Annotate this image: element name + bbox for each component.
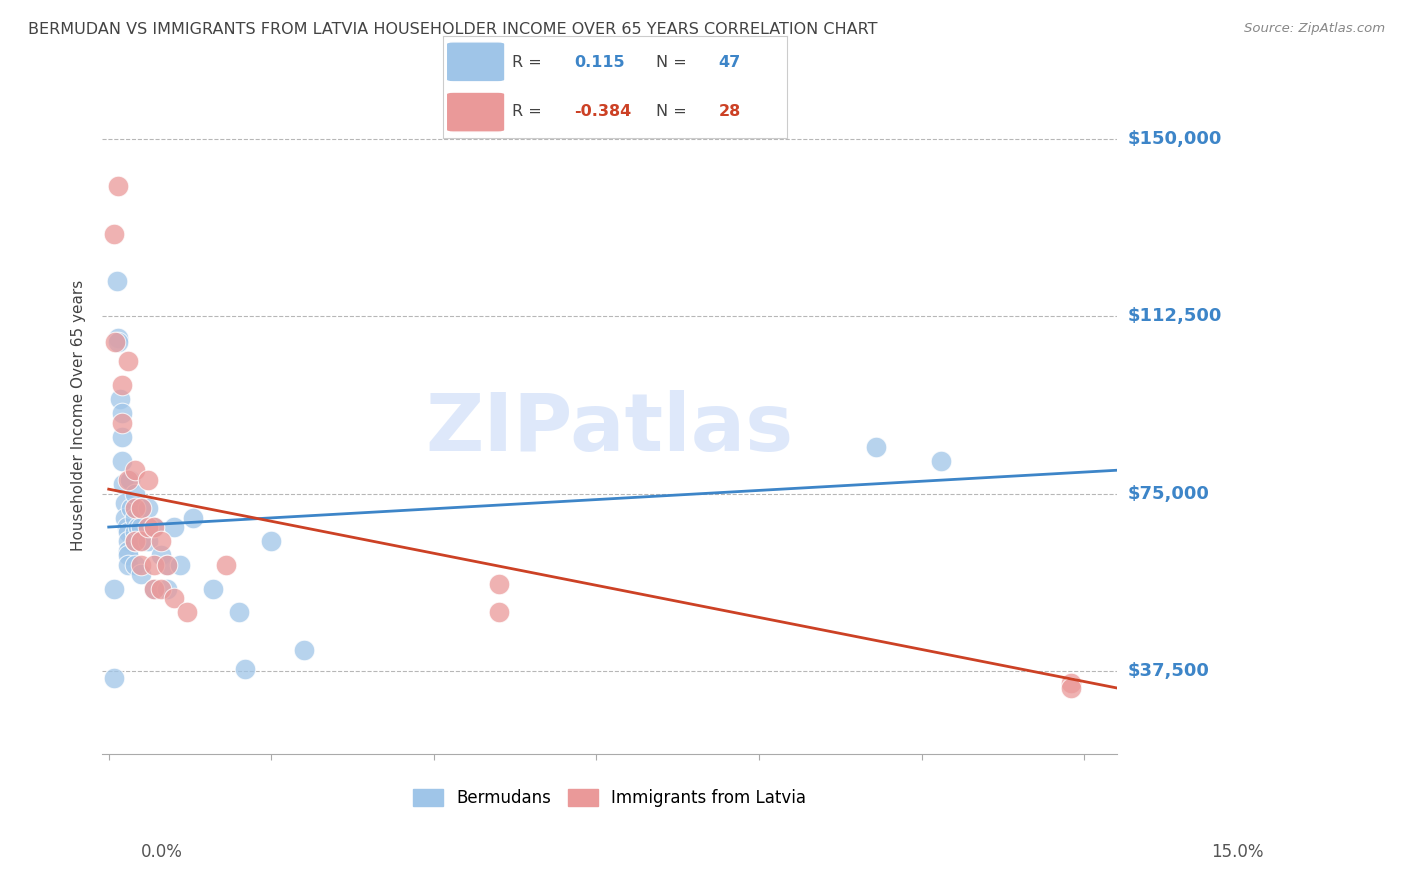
Point: [163, 520, 186, 534]
Point: [1060, 681, 1083, 695]
Point: [117, 354, 139, 368]
Point: [163, 591, 186, 605]
Point: [115, 520, 138, 534]
Text: $150,000: $150,000: [1128, 130, 1222, 148]
Point: [169, 558, 191, 572]
Point: [129, 567, 152, 582]
Text: -0.384: -0.384: [574, 104, 631, 120]
Point: [103, 582, 125, 596]
Point: [117, 543, 139, 558]
Point: [104, 335, 127, 350]
Point: [127, 520, 149, 534]
Point: [201, 582, 224, 596]
Text: 0.115: 0.115: [574, 54, 624, 70]
Point: [124, 524, 146, 539]
Point: [107, 179, 129, 194]
Point: [124, 487, 146, 501]
Text: 15.0%: 15.0%: [1211, 843, 1264, 861]
Point: [136, 501, 159, 516]
Text: $75,000: $75,000: [1128, 485, 1209, 503]
Point: [1060, 676, 1083, 690]
Point: [149, 582, 172, 596]
Text: R =: R =: [512, 54, 541, 70]
Point: [124, 534, 146, 549]
Point: [111, 477, 134, 491]
Point: [176, 605, 198, 619]
Point: [136, 534, 159, 549]
Point: [181, 510, 204, 524]
Point: [121, 501, 143, 516]
Text: ZIPatlas: ZIPatlas: [426, 391, 793, 468]
Legend: Bermudans, Immigrants from Latvia: Bermudans, Immigrants from Latvia: [406, 782, 813, 814]
Point: [110, 392, 132, 407]
Point: [233, 662, 256, 676]
Point: [103, 227, 125, 241]
Point: [488, 577, 510, 591]
Point: [117, 558, 139, 572]
Point: [143, 520, 166, 534]
Text: Source: ZipAtlas.com: Source: ZipAtlas.com: [1244, 22, 1385, 36]
Text: N =: N =: [657, 104, 688, 120]
FancyBboxPatch shape: [446, 92, 505, 132]
Point: [114, 510, 136, 524]
Point: [118, 473, 141, 487]
Point: [156, 558, 179, 572]
Point: [124, 501, 146, 516]
Point: [129, 534, 152, 549]
Point: [124, 463, 146, 477]
Point: [228, 605, 250, 619]
Point: [865, 440, 887, 454]
Point: [292, 643, 315, 657]
Point: [143, 582, 166, 596]
Text: R =: R =: [512, 104, 541, 120]
Point: [929, 454, 952, 468]
Text: 47: 47: [718, 54, 741, 70]
Point: [143, 582, 166, 596]
Point: [103, 672, 125, 686]
Point: [129, 501, 152, 516]
Point: [111, 430, 134, 444]
Text: 28: 28: [718, 104, 741, 120]
Text: $112,500: $112,500: [1128, 308, 1222, 326]
Point: [124, 558, 146, 572]
Point: [117, 473, 139, 487]
Point: [114, 496, 136, 510]
Point: [117, 524, 139, 539]
Text: N =: N =: [657, 54, 688, 70]
Point: [124, 510, 146, 524]
Point: [111, 454, 134, 468]
Point: [215, 558, 238, 572]
Point: [136, 473, 159, 487]
Point: [124, 534, 146, 549]
Point: [107, 335, 129, 350]
Point: [129, 501, 152, 516]
Text: $37,500: $37,500: [1128, 663, 1209, 681]
Point: [149, 549, 172, 563]
Point: [260, 534, 283, 549]
Point: [156, 582, 179, 596]
Point: [111, 416, 134, 430]
Text: BERMUDAN VS IMMIGRANTS FROM LATVIA HOUSEHOLDER INCOME OVER 65 YEARS CORRELATION : BERMUDAN VS IMMIGRANTS FROM LATVIA HOUSE…: [28, 22, 877, 37]
Point: [136, 520, 159, 534]
Point: [129, 534, 152, 549]
Point: [488, 605, 510, 619]
Point: [117, 534, 139, 549]
Point: [129, 558, 152, 572]
Point: [129, 520, 152, 534]
Y-axis label: Householder Income Over 65 years: Householder Income Over 65 years: [72, 280, 86, 551]
Point: [111, 378, 134, 392]
Point: [149, 534, 172, 549]
Point: [105, 274, 128, 288]
Text: 0.0%: 0.0%: [141, 843, 183, 861]
FancyBboxPatch shape: [446, 42, 505, 82]
Point: [143, 520, 166, 534]
Point: [143, 558, 166, 572]
Point: [117, 549, 139, 563]
Point: [107, 331, 129, 345]
Point: [111, 407, 134, 421]
Point: [156, 558, 179, 572]
